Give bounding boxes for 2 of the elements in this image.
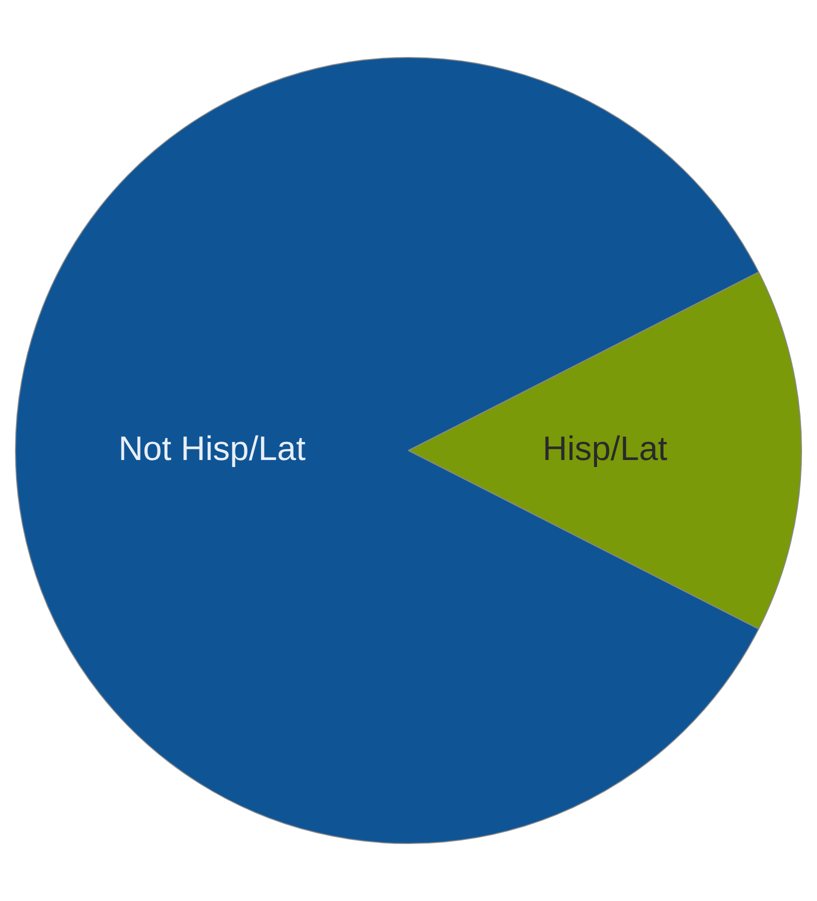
- slice-label: Hisp/Lat: [542, 430, 668, 468]
- slice-label: Not Hisp/Lat: [118, 430, 306, 468]
